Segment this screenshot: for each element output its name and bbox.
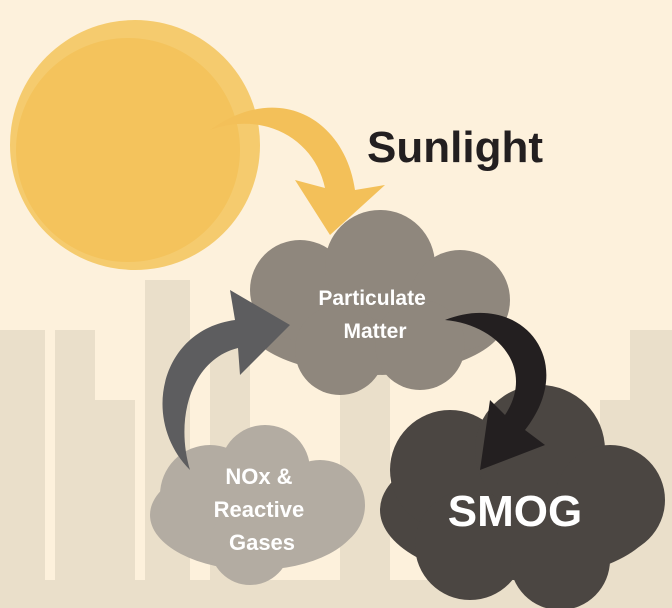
label-line: SMOG (448, 487, 582, 536)
sunlight-label: Sunlight (367, 123, 543, 172)
label-line: NOx & (225, 464, 292, 489)
sun (10, 20, 260, 270)
smog-label: SMOG (448, 487, 582, 536)
label-line: Matter (343, 320, 406, 343)
page: Sunlight Particulate Matter NOx & Reacti… (0, 0, 672, 608)
label-line: Reactive (214, 497, 305, 522)
label-line: Gases (229, 530, 295, 555)
label-line: Particulate (318, 287, 425, 310)
label-line: Sunlight (367, 123, 543, 172)
diagram: Sunlight Particulate Matter NOx & Reacti… (0, 0, 672, 608)
